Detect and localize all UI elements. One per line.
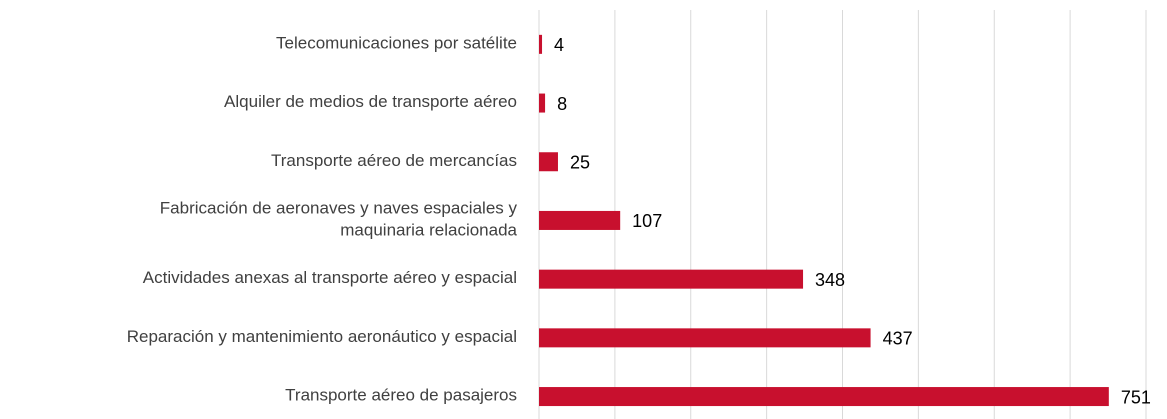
- value-label: 4: [554, 35, 564, 55]
- category-label-line: Fabricación de aeronaves y naves espacia…: [160, 199, 518, 218]
- bar: [539, 210, 621, 230]
- category-label-line: Reparación y mantenimiento aeronáutico y…: [127, 327, 517, 346]
- bar: [539, 34, 543, 54]
- category-label: Fabricación de aeronaves y naves espacia…: [160, 199, 518, 240]
- value-label: 751: [1121, 387, 1151, 407]
- bar: [539, 387, 1109, 407]
- value-label: 437: [883, 329, 913, 349]
- category-label: Transporte aéreo de mercancías: [271, 151, 517, 170]
- bar: [539, 269, 804, 289]
- category-label-line: maquinaria relacionada: [340, 221, 517, 240]
- category-label-line: Telecomunicaciones por satélite: [276, 34, 517, 53]
- bar: [539, 152, 558, 172]
- value-label: 348: [815, 270, 845, 290]
- category-label: Telecomunicaciones por satélite: [276, 34, 517, 53]
- bar: [539, 93, 546, 113]
- category-label: Alquiler de medios de transporte aéreo: [224, 93, 517, 112]
- category-label-line: Actividades anexas al transporte aéreo y…: [143, 269, 517, 288]
- category-label-line: Alquiler de medios de transporte aéreo: [224, 93, 517, 112]
- bar: [539, 328, 871, 348]
- category-label: Actividades anexas al transporte aéreo y…: [143, 269, 517, 288]
- value-label: 8: [557, 94, 567, 114]
- category-label-line: Transporte aéreo de mercancías: [271, 151, 517, 170]
- category-label: Transporte aéreo de pasajeros: [285, 386, 517, 405]
- category-label-line: Transporte aéreo de pasajeros: [285, 386, 517, 405]
- category-label: Reparación y mantenimiento aeronáutico y…: [127, 327, 517, 346]
- value-label: 107: [632, 211, 662, 231]
- value-label: 25: [570, 153, 590, 173]
